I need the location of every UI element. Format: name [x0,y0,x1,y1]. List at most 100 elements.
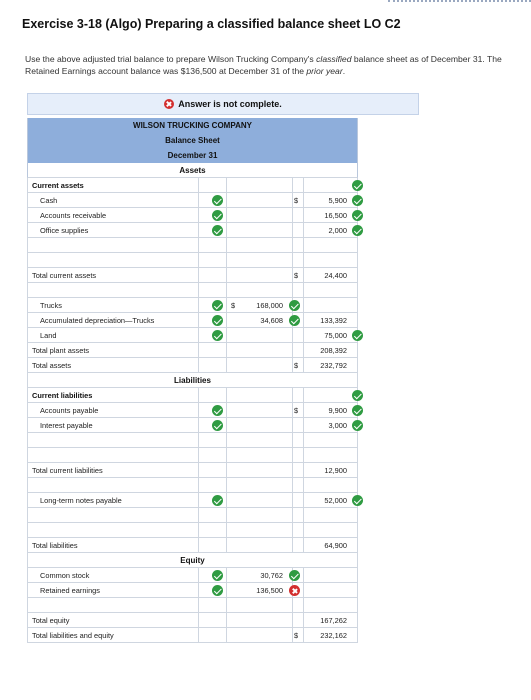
amount-input-retained-earnings[interactable]: 136,500 [256,586,283,595]
check-icon [352,225,363,236]
amount-total-liabilities[interactable]: 64,900 [324,541,347,550]
amount-input-accounts-payable[interactable]: 9,900 [328,406,348,415]
account-select-interest-payable[interactable]: Interest payable [40,421,93,430]
table-row-empty[interactable] [27,283,358,298]
check-icon [212,315,223,326]
amount-total-equity[interactable]: 167,262 [320,616,347,625]
check-icon [212,330,223,341]
check-icon [352,330,363,341]
table-row-empty[interactable] [27,478,358,493]
check-icon [212,495,223,506]
table-row-empty[interactable] [27,598,358,613]
check-icon [212,420,223,431]
amount-total-plant-assets[interactable]: 208,392 [320,346,347,355]
table-row: Current liabilities [27,388,363,403]
account-select-land[interactable]: Land [40,331,57,340]
table-row: Total current assets $ 24,400 [27,268,358,283]
table-row: Interest payable 3,000 [27,418,363,433]
account-select-accounts-payable[interactable]: Accounts payable [40,406,99,415]
current-liabilities-label: Current liabilities [32,391,93,400]
incomplete-x-icon [164,99,175,109]
table-row: Office supplies 2,000 [27,223,363,238]
check-icon [212,195,223,206]
total-liabilities-equity-label[interactable]: Total liabilities and equity [32,631,114,640]
statement-name: Balance Sheet [27,133,358,148]
table-row-empty[interactable] [27,238,358,253]
instructions: Use the above adjusted trial balance to … [25,53,525,77]
table-row: Accounts receivable 16,500 [27,208,363,223]
table-row-empty[interactable] [27,253,358,268]
amount-total-liabilities-equity[interactable]: 232,162 [320,631,347,640]
total-liabilities-label[interactable]: Total liabilities [32,541,78,550]
table-row: Current assets [27,178,363,193]
account-select-office-supplies[interactable]: Office supplies [40,226,89,235]
account-select-accum-depreciation[interactable]: Accumulated depreciation—Trucks [40,316,155,325]
amount-input-cash[interactable]: 5,900 [328,196,348,205]
table-row-empty[interactable] [27,433,358,448]
instructions-text-2: balance sheet as of December 31. The Ret… [25,54,502,76]
table-row-empty[interactable] [27,448,358,463]
amount-input-long-term-notes[interactable]: 52,000 [324,496,347,505]
check-icon [212,405,223,416]
check-icon [352,210,363,221]
instructions-text-1: Use the above adjusted trial balance to … [25,54,317,64]
assets-header: Assets [27,163,358,178]
table-row: Accumulated depreciation—Trucks 34,608 1… [27,313,358,328]
account-select-trucks[interactable]: Trucks [40,301,62,310]
check-icon [212,225,223,236]
banner-text: Answer is not complete. [178,99,282,109]
balance-sheet-table: WILSON TRUCKING COMPANY Balance Sheet De… [27,118,363,643]
amount-net-trucks[interactable]: 133,392 [320,316,347,325]
table-row-empty[interactable] [27,508,358,523]
table-row: Accounts payable $ 9,900 [27,403,363,418]
total-assets-label[interactable]: Total assets [32,361,72,370]
check-icon [289,570,300,581]
check-icon [212,300,223,311]
table-row-empty[interactable] [27,523,358,538]
amount-input-accum-depreciation[interactable]: 34,608 [260,316,283,325]
table-row: Total plant assets 208,392 [27,343,358,358]
account-select-ar[interactable]: Accounts receivable [40,211,107,220]
check-icon [212,570,223,581]
dollar-sign: $ [294,196,299,205]
account-select-long-term-notes[interactable]: Long-term notes payable [40,496,122,505]
amount-input-office-supplies[interactable]: 2,000 [328,226,348,235]
table-row: Land 75,000 [27,328,363,343]
liabilities-header: Liabilities [27,373,358,388]
dollar-sign: $ [294,631,299,640]
account-select-retained-earnings[interactable]: Retained earnings [40,586,100,595]
table-row: Total current liabilities 12,900 [27,463,358,478]
check-icon [352,195,363,206]
amount-input-trucks[interactable]: 168,000 [256,301,283,310]
amount-input-ar[interactable]: 16,500 [324,211,347,220]
total-plant-assets-label[interactable]: Total plant assets [32,346,90,355]
error-x-icon [289,585,300,596]
amount-input-land[interactable]: 75,000 [324,331,347,340]
instructions-italic-1: classified [316,54,352,64]
amount-total-current-liabilities[interactable]: 12,900 [324,466,347,475]
total-equity-label[interactable]: Total equity [32,616,70,625]
table-row: Total liabilities 64,900 [27,538,358,553]
table-row: Long-term notes payable 52,000 [27,493,363,508]
amount-input-common-stock[interactable]: 30,762 [260,571,283,580]
check-icon [212,210,223,221]
check-icon [289,300,300,311]
check-icon [352,390,363,401]
amount-input-interest-payable[interactable]: 3,000 [328,421,348,430]
table-row: Total equity 167,262 [27,613,358,628]
page-title: Exercise 3-18 (Algo) Preparing a classif… [22,17,401,31]
dollar-sign: $ [294,406,299,415]
equity-header: Equity [27,553,358,568]
table-row: Common stock 30,762 [27,568,358,583]
total-current-liabilities-label[interactable]: Total current liabilities [32,466,103,475]
current-assets-label: Current assets [32,181,84,190]
instructions-text-3: . [342,66,346,76]
total-current-assets-label[interactable]: Total current assets [32,271,97,280]
account-select-common-stock[interactable]: Common stock [40,571,90,580]
account-select-cash[interactable]: Cash [40,196,58,205]
amount-total-assets[interactable]: 232,792 [320,361,347,370]
check-icon [352,180,363,191]
amount-total-current-assets[interactable]: 24,400 [324,271,347,280]
company-name: WILSON TRUCKING COMPANY [27,118,358,133]
table-row: Total liabilities and equity $ 232,162 [27,628,358,643]
